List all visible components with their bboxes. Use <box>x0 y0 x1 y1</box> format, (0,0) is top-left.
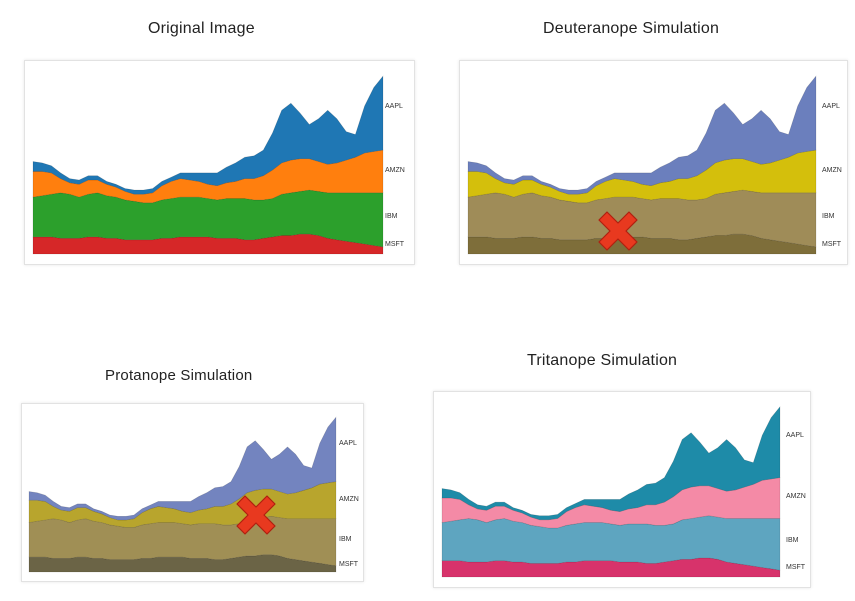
chart-panel-deuteranope: AAPL AMZN IBM MSFT <box>459 60 848 265</box>
chart-panel-tritanope: AAPL AMZN IBM MSFT <box>433 391 811 588</box>
chart-title-deuteranope: Deuteranope Simulation <box>543 20 720 37</box>
x-mark-icon <box>236 495 276 535</box>
stacked-area-chart-protanope <box>28 416 337 573</box>
series-label-msft: MSFT <box>822 241 842 248</box>
stacked-area-chart-deuteranope <box>467 75 817 255</box>
series-label-ibm: IBM <box>385 213 398 220</box>
stacked-area-chart-tritanope <box>441 405 781 578</box>
series-label-aapl: AAPL <box>786 432 804 439</box>
area-aapl <box>32 75 384 195</box>
series-label-ibm: IBM <box>822 213 835 220</box>
series-label-ibm: IBM <box>339 536 352 543</box>
series-label-aapl: AAPL <box>339 440 357 447</box>
series-label-aapl: AAPL <box>385 103 403 110</box>
stacked-area-chart-original <box>32 75 384 255</box>
series-label-amzn: AMZN <box>786 493 806 500</box>
series-label-msft: MSFT <box>339 561 359 568</box>
series-label-amzn: AMZN <box>339 496 359 503</box>
area-aapl <box>467 75 817 195</box>
area-aapl <box>28 416 337 521</box>
chart-title-original: Original Image <box>148 20 255 37</box>
x-mark-icon <box>598 211 638 251</box>
series-label-ibm: IBM <box>786 537 799 544</box>
chart-title-tritanope: Tritanope Simulation <box>527 352 678 369</box>
chart-panel-protanope: AAPL AMZN IBM MSFT <box>21 403 364 582</box>
series-label-msft: MSFT <box>385 241 405 248</box>
series-label-msft: MSFT <box>786 564 806 571</box>
series-label-amzn: AMZN <box>385 167 405 174</box>
series-label-aapl: AAPL <box>822 103 840 110</box>
chart-panel-original: AAPL AMZN IBM MSFT <box>24 60 415 265</box>
area-aapl <box>441 405 781 521</box>
series-label-amzn: AMZN <box>822 167 842 174</box>
chart-title-protanope: Protanope Simulation <box>105 367 253 384</box>
